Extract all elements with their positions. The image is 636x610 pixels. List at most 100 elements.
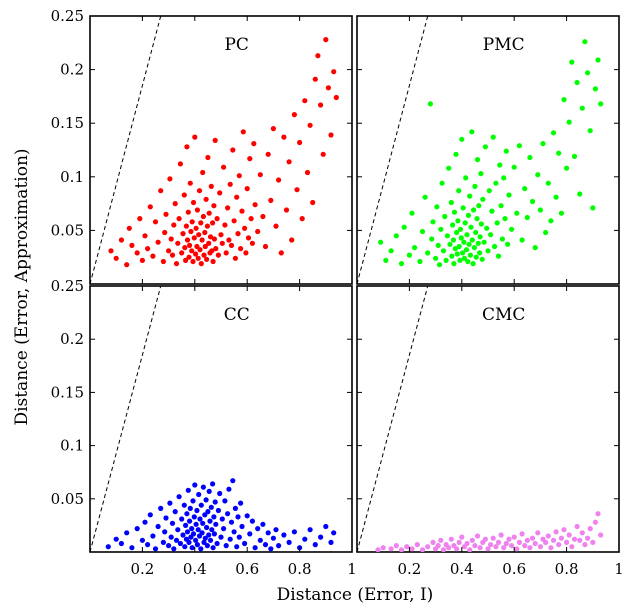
data-point bbox=[189, 219, 195, 225]
data-point bbox=[569, 59, 575, 65]
data-point bbox=[189, 248, 195, 254]
data-point bbox=[522, 186, 528, 192]
data-point bbox=[493, 544, 499, 550]
data-point bbox=[175, 240, 181, 246]
data-point bbox=[323, 37, 329, 43]
data-point bbox=[489, 208, 495, 214]
data-point bbox=[124, 530, 130, 536]
data-point bbox=[218, 232, 224, 238]
data-point bbox=[406, 252, 412, 258]
data-point bbox=[550, 537, 557, 543]
data-point bbox=[169, 520, 176, 526]
data-point bbox=[497, 162, 503, 168]
data-point bbox=[454, 251, 460, 257]
data-point bbox=[427, 101, 433, 107]
data-point bbox=[262, 542, 269, 548]
data-point bbox=[221, 164, 227, 170]
data-point bbox=[509, 226, 515, 232]
data-point bbox=[529, 198, 536, 205]
data-point bbox=[325, 85, 331, 91]
data-point bbox=[147, 512, 153, 518]
data-point bbox=[393, 233, 399, 239]
data-point bbox=[239, 208, 245, 214]
data-point bbox=[543, 539, 549, 546]
data-point bbox=[168, 534, 174, 540]
data-point bbox=[537, 544, 544, 550]
data-point bbox=[506, 192, 512, 198]
data-point bbox=[204, 223, 210, 229]
reference-line bbox=[90, 16, 162, 284]
data-point bbox=[205, 509, 211, 515]
data-point bbox=[488, 542, 494, 548]
data-point bbox=[113, 255, 119, 261]
data-point bbox=[225, 205, 231, 211]
data-point bbox=[228, 242, 235, 248]
data-point bbox=[519, 531, 525, 537]
data-point bbox=[378, 239, 384, 245]
data-point bbox=[481, 239, 487, 245]
data-point bbox=[318, 534, 324, 540]
data-point bbox=[281, 134, 287, 140]
data-point bbox=[448, 199, 454, 206]
data-point bbox=[219, 240, 225, 246]
data-point bbox=[227, 536, 233, 542]
data-point bbox=[281, 532, 287, 538]
y-axis-title: Distance (Error, Approximation) bbox=[12, 148, 32, 425]
data-point bbox=[446, 545, 452, 551]
data-point bbox=[472, 183, 478, 189]
data-point bbox=[163, 515, 169, 521]
data-point bbox=[475, 240, 481, 246]
data-point bbox=[202, 512, 208, 518]
data-point bbox=[265, 530, 271, 536]
panel-frame bbox=[356, 15, 620, 285]
data-point bbox=[175, 527, 181, 533]
data-point bbox=[414, 542, 420, 548]
data-point bbox=[211, 514, 217, 520]
data-point bbox=[482, 144, 488, 150]
data-point bbox=[456, 539, 462, 546]
data-point bbox=[529, 535, 536, 541]
data-point bbox=[214, 216, 220, 222]
data-point bbox=[260, 213, 266, 220]
data-point bbox=[198, 546, 204, 552]
data-point bbox=[129, 545, 135, 551]
data-point bbox=[598, 532, 604, 538]
data-point bbox=[180, 231, 186, 237]
y-tick-label: 0.25 bbox=[51, 7, 84, 25]
data-point bbox=[255, 228, 261, 235]
data-point bbox=[180, 532, 186, 538]
data-point bbox=[331, 530, 337, 536]
data-point bbox=[166, 248, 172, 254]
data-point bbox=[193, 225, 199, 231]
data-point bbox=[182, 245, 188, 251]
data-point bbox=[176, 216, 182, 222]
data-point bbox=[181, 502, 187, 508]
data-point bbox=[450, 237, 456, 243]
data-point bbox=[172, 509, 178, 515]
data-point bbox=[482, 536, 488, 542]
data-point bbox=[412, 245, 418, 251]
data-point bbox=[466, 241, 472, 247]
series-pmc bbox=[378, 39, 604, 268]
panel-pc: PC 0.05 0.1 0.15 0.2 0.25 bbox=[51, 7, 353, 285]
data-point bbox=[223, 543, 229, 549]
data-point bbox=[142, 519, 148, 525]
data-point bbox=[139, 257, 145, 263]
data-point bbox=[553, 194, 559, 200]
data-point bbox=[243, 250, 249, 256]
data-point bbox=[278, 250, 284, 256]
data-point bbox=[198, 220, 204, 226]
data-point bbox=[209, 248, 215, 254]
data-point bbox=[474, 157, 481, 163]
data-point bbox=[471, 207, 477, 213]
data-point bbox=[227, 181, 233, 187]
data-point bbox=[226, 486, 232, 492]
data-point bbox=[473, 254, 479, 260]
data-point bbox=[509, 543, 515, 549]
data-point bbox=[501, 175, 507, 181]
data-point bbox=[286, 539, 292, 546]
data-point bbox=[498, 532, 504, 538]
data-point bbox=[477, 234, 483, 240]
data-point bbox=[152, 219, 159, 225]
data-point bbox=[493, 180, 499, 186]
